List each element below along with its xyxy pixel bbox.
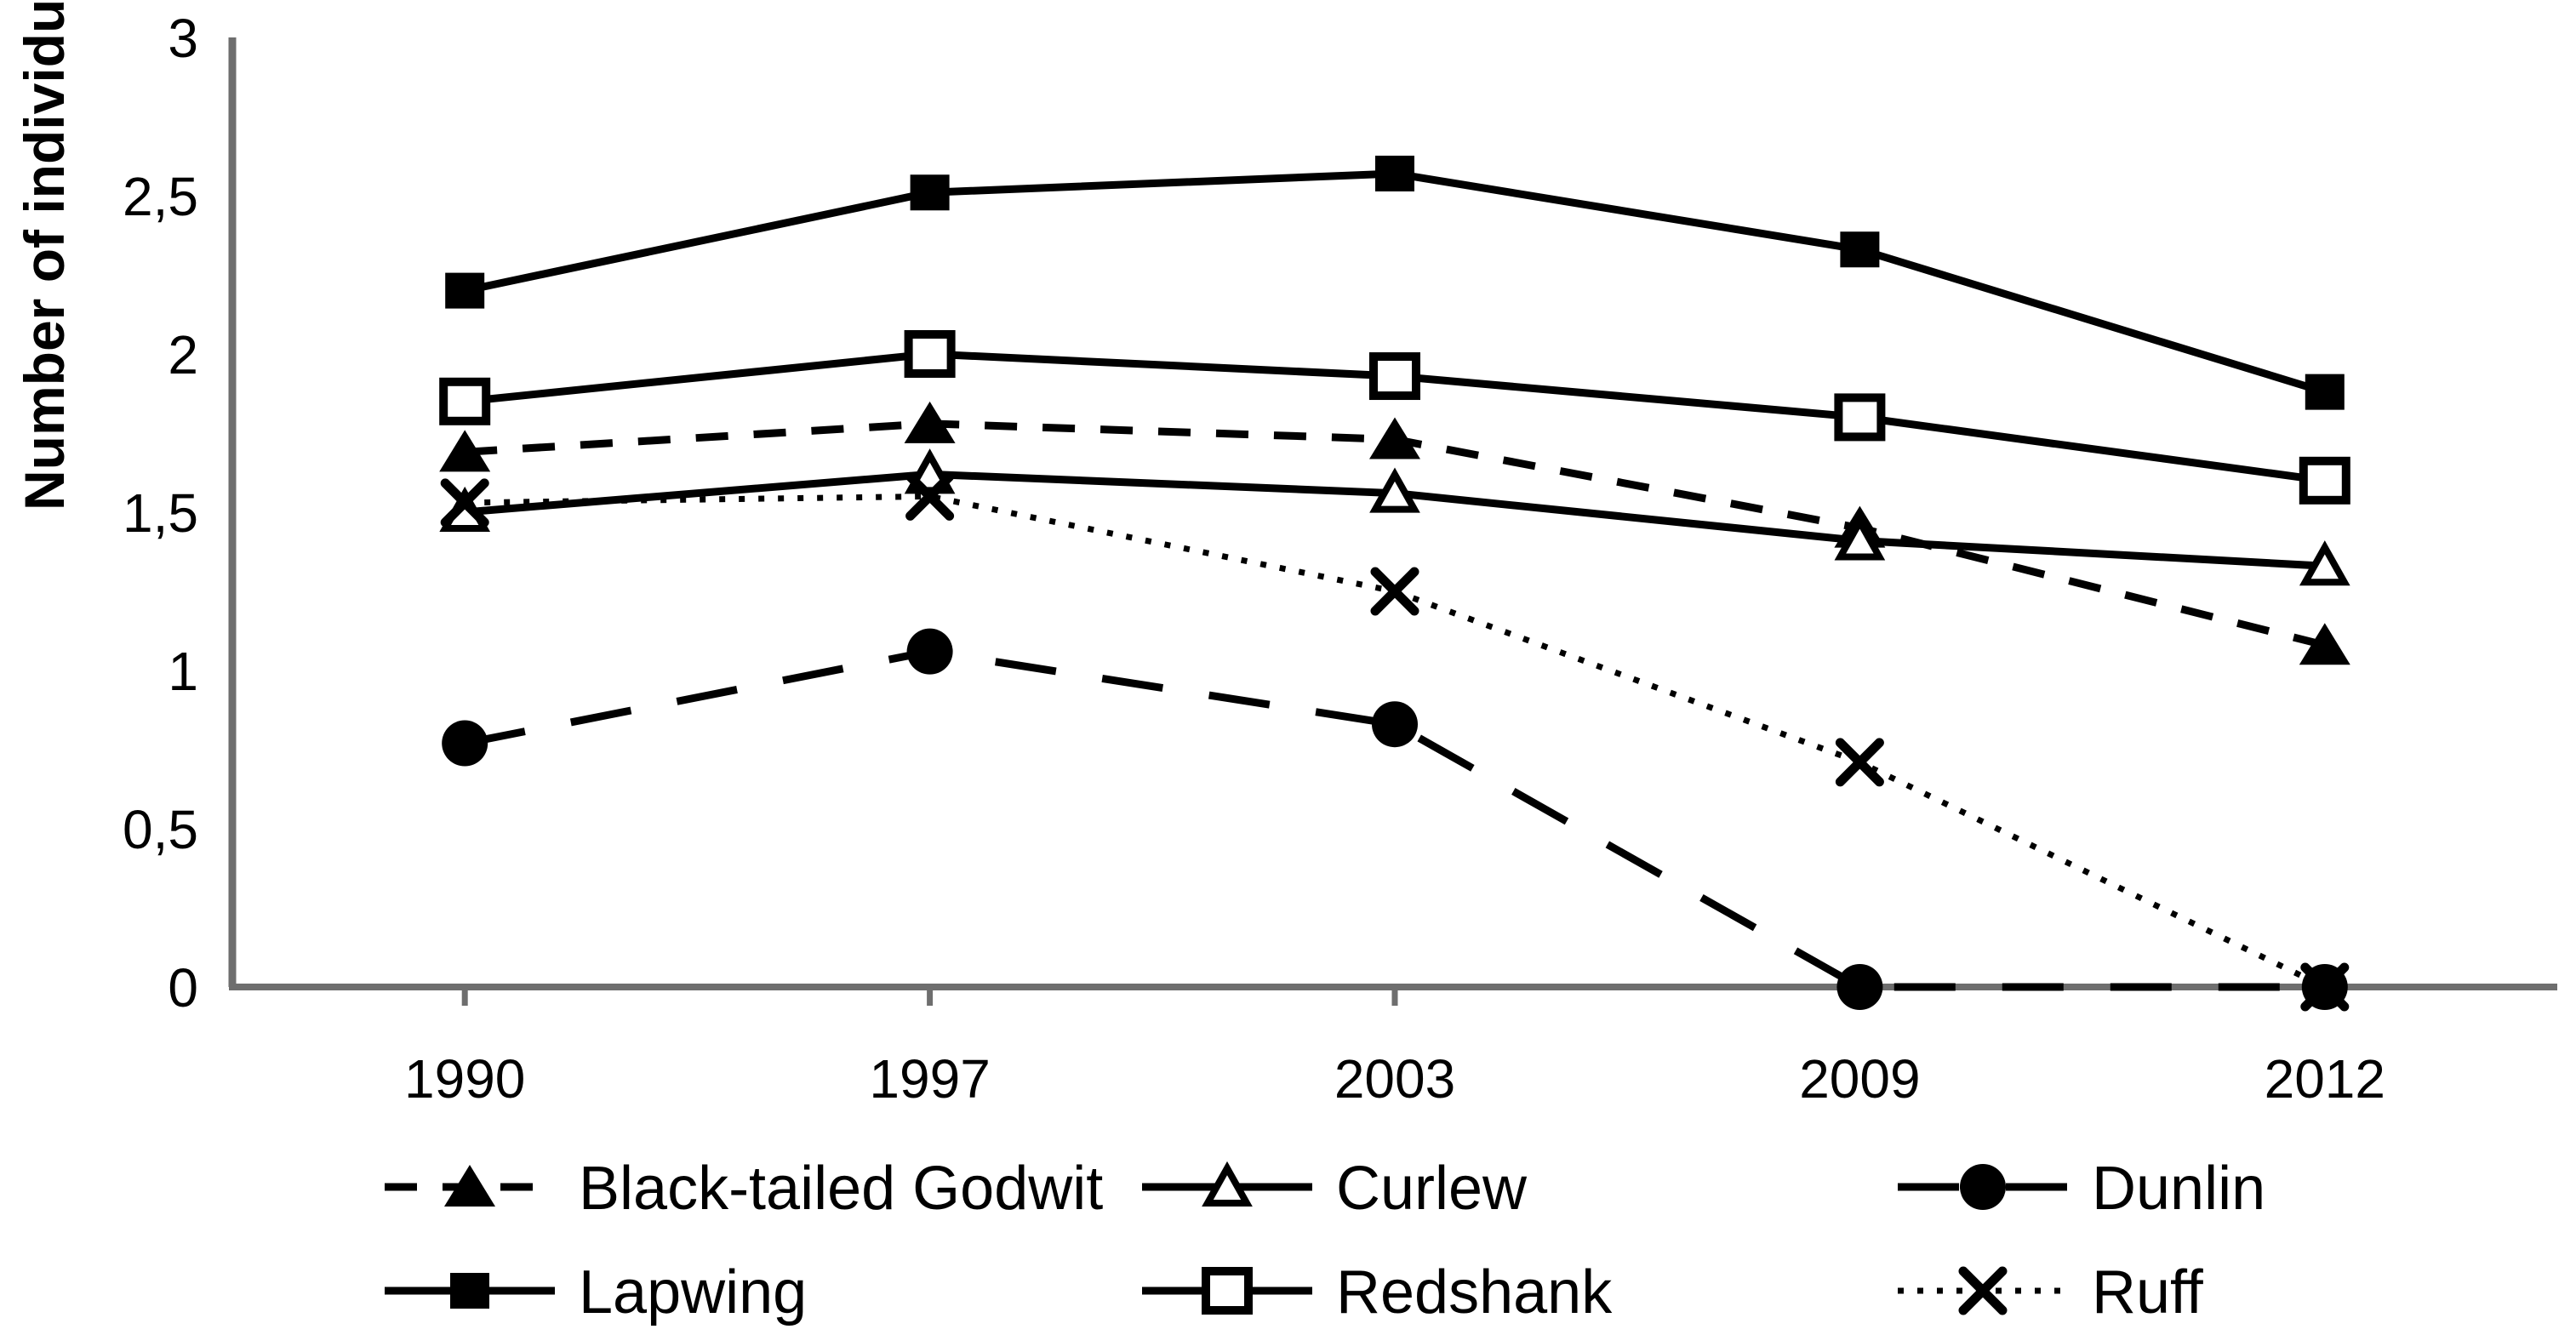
- legend-item-curlew: [1142, 1161, 1312, 1207]
- series-line-dunlin: [464, 648, 2325, 991]
- marker-curlew-2012: [2299, 540, 2350, 586]
- legend-marker-redshank: [1202, 1267, 1253, 1315]
- legend-marker-lapwing: [450, 1273, 489, 1309]
- x-tick-label-2009: 2009: [1799, 1048, 1920, 1110]
- marker-black-tailed-godwit-2003: [1369, 417, 1420, 459]
- legend-marker-curlew: [1202, 1161, 1253, 1207]
- series-lapwing: [445, 155, 2345, 410]
- marker-ruff-1997: [905, 471, 955, 521]
- marker-dunlin-1997: [906, 628, 953, 675]
- marker-lapwing-2012: [2305, 374, 2345, 410]
- marker-redshank-1990: [439, 377, 491, 425]
- legend-item-black-tailed-godwit: [385, 1165, 555, 1207]
- marker-redshank-2012: [2299, 456, 2350, 505]
- marker-dunlin-2009: [1836, 964, 1883, 1010]
- marker-redshank-1997: [904, 330, 956, 378]
- y-tick-label-2: 1: [168, 641, 198, 702]
- marker-lapwing-1997: [910, 174, 950, 211]
- marker-black-tailed-godwit-2012: [2299, 623, 2350, 665]
- x-tick-label-1997: 1997: [869, 1048, 990, 1110]
- marker-lapwing-2009: [1840, 231, 1880, 268]
- marker-ruff-1990: [440, 478, 489, 528]
- legend-label-black-tailed-godwit: Black-tailed Godwit: [579, 1155, 1103, 1223]
- x-tick-label-2012: 2012: [2265, 1048, 2385, 1110]
- marker-black-tailed-godwit-1990: [439, 430, 491, 472]
- marker-redshank-2009: [1834, 393, 1886, 442]
- marker-black-tailed-godwit-1997: [904, 401, 956, 443]
- x-tick-label-1990: 1990: [404, 1048, 525, 1110]
- legend-label-lapwing: Lapwing: [579, 1258, 807, 1326]
- marker-curlew-2009: [1834, 515, 1886, 561]
- legend-label-ruff: Ruff: [2092, 1258, 2204, 1326]
- legend-item-lapwing: [385, 1273, 555, 1309]
- marker-dunlin-1990: [442, 720, 488, 767]
- series-curlew: [439, 448, 2350, 586]
- legend-label-curlew: Curlew: [1336, 1155, 1528, 1223]
- legend-marker-dunlin: [1960, 1164, 2006, 1210]
- y-tick-label-3: 1,5: [123, 482, 198, 544]
- legend-marker-black-tailed-godwit: [444, 1165, 495, 1207]
- series-dunlin: [442, 628, 2348, 1010]
- legend-item-dunlin: [1898, 1164, 2068, 1210]
- y-tick-label-4: 2: [168, 324, 198, 385]
- marker-lapwing-2003: [1375, 155, 1414, 191]
- y-tick-label-0: 0: [168, 957, 198, 1018]
- marker-lapwing-1990: [445, 272, 485, 309]
- y-tick-label-6: 3: [168, 8, 198, 69]
- marker-ruff-2003: [1370, 567, 1419, 616]
- marker-curlew-2003: [1369, 467, 1420, 513]
- series-black-tailed-godwit: [439, 401, 2350, 665]
- legend-item-redshank: [1142, 1267, 1312, 1315]
- marker-ruff-2009: [1835, 738, 1884, 787]
- marker-dunlin-2003: [1372, 701, 1418, 748]
- y-tick-label-5: 2,5: [123, 166, 198, 227]
- legend-marker-ruff: [1958, 1266, 2008, 1315]
- series-redshank: [439, 330, 2350, 505]
- legend-item-ruff: [1898, 1266, 2068, 1315]
- marker-redshank-2003: [1369, 352, 1420, 401]
- legend-label-dunlin: Dunlin: [2092, 1155, 2265, 1223]
- x-tick-label-2003: 2003: [1334, 1048, 1455, 1110]
- marker-dunlin-2012: [2301, 964, 2348, 1010]
- legend-label-redshank: Redshank: [1336, 1258, 1613, 1326]
- y-tick-label-1: 0,5: [123, 799, 198, 860]
